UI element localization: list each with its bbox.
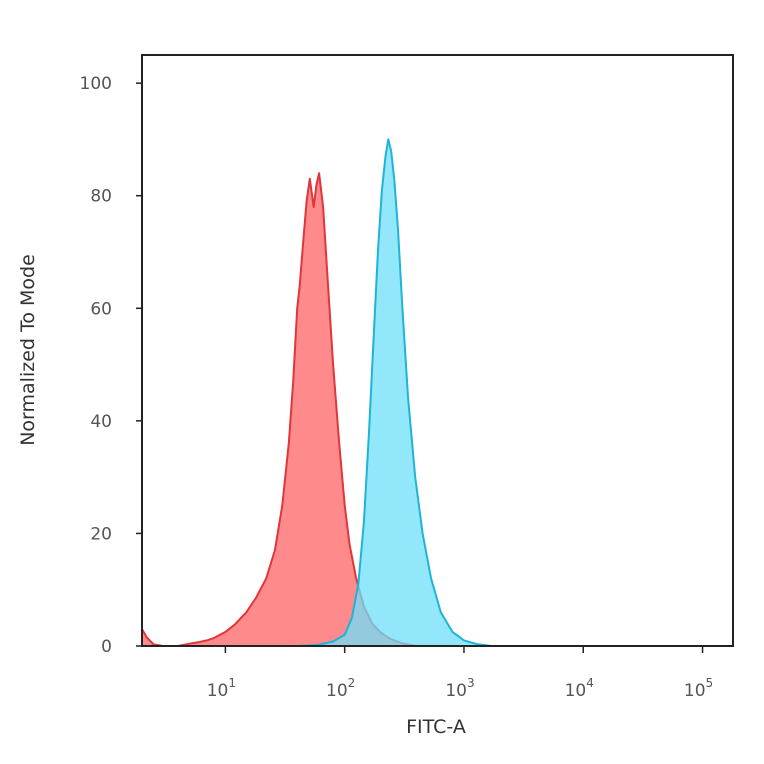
x-tick-label: 105	[684, 676, 713, 701]
x-axis-ticks: 101 102 103 104 105	[207, 646, 713, 701]
y-tick-label: 20	[90, 524, 112, 544]
series-2-area	[297, 139, 492, 646]
x-axis-title: FITC-A	[406, 716, 466, 738]
x-tick-label: 102	[326, 676, 355, 701]
series-1-line	[142, 172, 417, 646]
x-tick-label: 101	[207, 676, 236, 701]
x-tick-label: 104	[565, 676, 594, 701]
plot-frame	[141, 54, 734, 647]
y-axis-title: Normalized To Mode	[17, 254, 39, 446]
y-tick-label: 60	[90, 299, 112, 319]
y-tick-label: 40	[90, 412, 112, 432]
series-2-line	[297, 138, 492, 646]
y-axis-ticks: 0 20 40 60 80 100	[80, 74, 142, 657]
y-tick-label: 80	[90, 187, 112, 207]
y-tick-label: 100	[80, 74, 112, 94]
y-tick-label: 0	[101, 637, 112, 657]
series-1-area	[142, 173, 417, 646]
plot-background	[142, 55, 733, 646]
series-layer	[142, 138, 492, 646]
x-tick-label: 103	[445, 676, 474, 701]
